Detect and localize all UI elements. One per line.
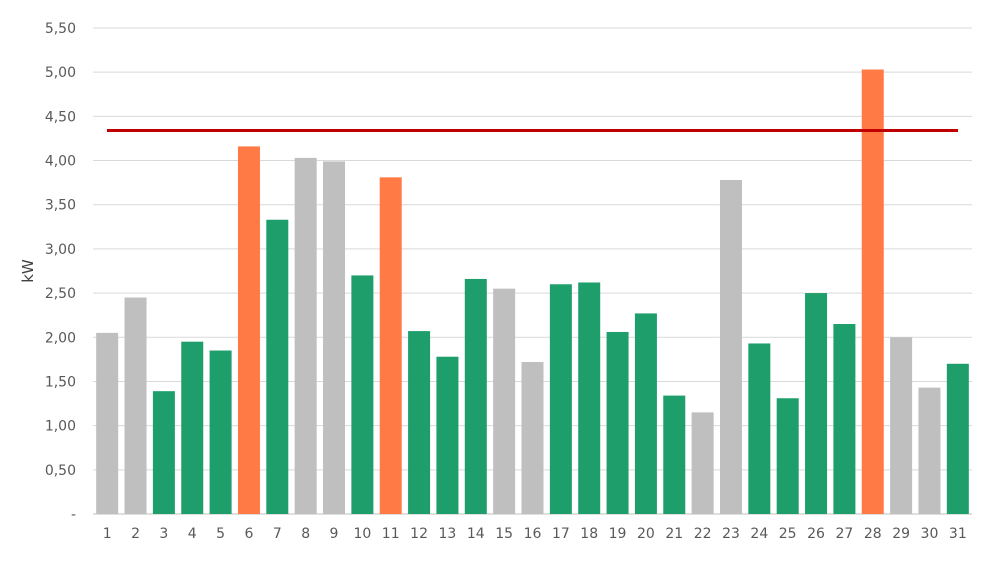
- bar-day-12: [408, 331, 431, 514]
- x-tick-label: 22: [694, 526, 712, 542]
- x-tick-label: 12: [410, 526, 428, 542]
- bar-day-2: [124, 297, 147, 514]
- bar-day-19: [606, 331, 629, 514]
- x-tick-label: 23: [722, 526, 740, 542]
- bar-day-9: [323, 161, 346, 515]
- bar-day-27: [833, 324, 856, 514]
- x-tick-label: 27: [835, 526, 853, 542]
- x-tick-label: 3: [159, 526, 168, 542]
- bar-day-16: [521, 362, 544, 514]
- y-tick-label: 1,00: [45, 419, 76, 435]
- x-tick-label: 20: [637, 526, 655, 542]
- bar-day-24: [748, 343, 771, 514]
- x-tick-label: 19: [609, 526, 627, 542]
- bar-day-13: [436, 356, 459, 514]
- y-tick-label: 4,50: [45, 109, 76, 125]
- x-tick-label: 28: [864, 526, 882, 542]
- bar-day-17: [549, 284, 572, 514]
- y-tick-label: -: [71, 507, 76, 523]
- y-tick-label: 4,00: [45, 154, 76, 170]
- y-tick-label: 0,50: [45, 463, 76, 479]
- x-tick-label: 16: [524, 526, 542, 542]
- bar-day-28: [861, 69, 884, 514]
- x-tick-label: 24: [750, 526, 768, 542]
- x-tick-label: 26: [807, 526, 825, 542]
- bar-day-30: [918, 387, 941, 514]
- bar-day-25: [776, 398, 799, 514]
- bar-day-7: [266, 219, 289, 514]
- x-tick-label: 14: [467, 526, 485, 542]
- x-tick-label: 30: [921, 526, 939, 542]
- x-tick-label: 7: [273, 526, 282, 542]
- bar-day-1: [96, 332, 119, 514]
- x-tick-label: 13: [439, 526, 457, 542]
- bar-day-8: [294, 157, 317, 515]
- x-tick-label: 9: [330, 526, 339, 542]
- y-tick-label: 3,00: [45, 242, 76, 258]
- y-tick-label: 5,50: [45, 21, 76, 37]
- x-tick-label: 4: [188, 526, 197, 542]
- bar-day-5: [209, 350, 232, 514]
- bars: [96, 69, 969, 515]
- bar-day-29: [890, 337, 913, 514]
- bar-day-15: [493, 288, 516, 514]
- y-tick-label: 2,50: [45, 286, 76, 302]
- x-tick-label: 21: [665, 526, 683, 542]
- bar-day-26: [805, 293, 828, 514]
- x-tick-label: 29: [892, 526, 910, 542]
- bar-day-18: [578, 282, 601, 514]
- x-tick-label: 25: [779, 526, 797, 542]
- y-tick-label: 3,50: [45, 198, 76, 214]
- bar-day-3: [152, 391, 175, 514]
- x-tick-label: 31: [949, 526, 967, 542]
- x-tick-label: 5: [216, 526, 225, 542]
- bar-day-11: [379, 177, 402, 515]
- bar-day-10: [351, 275, 374, 514]
- y-axis-tick-labels: - 0,50 1,00 1,50 2,00 2,50 3,00 3,50 4,00 4,50 5,0…: [45, 21, 76, 523]
- x-tick-label: 11: [382, 526, 400, 542]
- y-tick-label: 1,50: [45, 374, 76, 390]
- x-tick-label: 8: [301, 526, 310, 542]
- y-axis-title: kW: [19, 259, 37, 283]
- bar-day-20: [634, 313, 657, 514]
- x-tick-label: 10: [353, 526, 371, 542]
- x-axis-tick-labels: 1 2 3 4 5 6 7 8 9 10 11 12 13 14 15 16 17 18 19 20 21 22 23 24 2…: [103, 526, 967, 542]
- y-tick-label: 5,00: [45, 65, 76, 81]
- bar-day-4: [181, 341, 204, 514]
- bar-day-6: [237, 146, 260, 514]
- bar-day-21: [663, 395, 686, 514]
- bar-day-22: [691, 412, 714, 514]
- x-tick-label: 6: [244, 526, 253, 542]
- bar-day-23: [719, 179, 742, 514]
- x-tick-label: 2: [131, 526, 140, 542]
- x-tick-label: 1: [103, 526, 112, 542]
- y-tick-label: 2,00: [45, 330, 76, 346]
- x-tick-label: 17: [552, 526, 570, 542]
- bar-day-31: [946, 363, 969, 514]
- x-tick-label: 18: [580, 526, 598, 542]
- x-tick-label: 15: [495, 526, 513, 542]
- bar-day-14: [464, 278, 487, 514]
